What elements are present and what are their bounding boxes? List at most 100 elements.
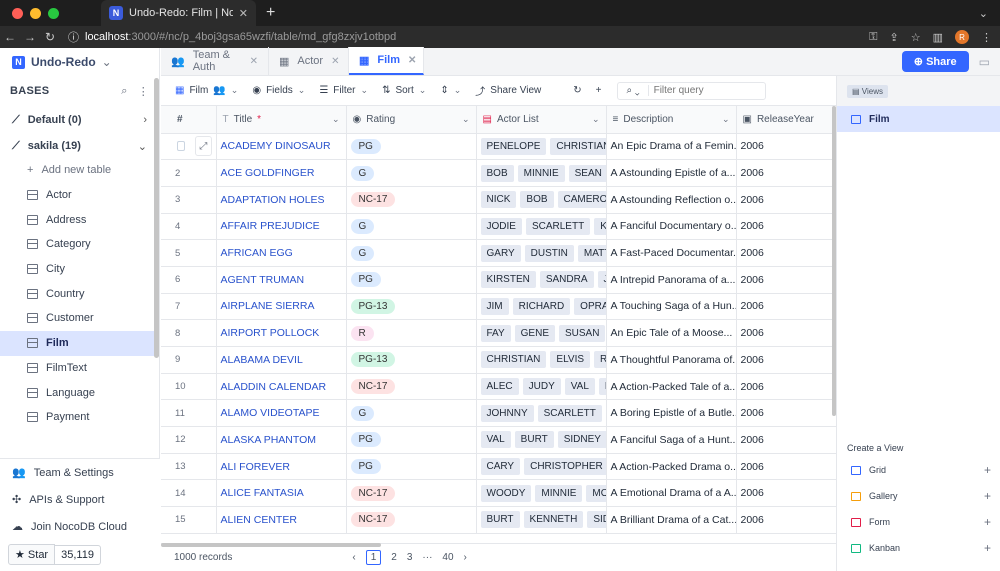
close-tab-icon[interactable]: ✕ [238, 7, 248, 20]
actor-chip[interactable]: GENE [514, 324, 555, 342]
actor-chip[interactable]: RIP [594, 351, 605, 369]
release-year-cell[interactable]: 2006 [736, 133, 836, 161]
title-cell[interactable]: ALASKA PHANTOM [216, 426, 347, 454]
actor-chip[interactable]: ELVIS [550, 351, 591, 369]
row-checkbox[interactable] [177, 141, 186, 152]
title-cell[interactable]: ACADEMY DINOSAUR [216, 133, 347, 161]
sidebar-item-country[interactable]: Country [0, 281, 159, 306]
new-tab-icon[interactable]: + [266, 4, 276, 21]
actor-chip[interactable]: CHRISTIAN [480, 351, 547, 369]
actor-chip[interactable]: SIDNEY [557, 431, 605, 449]
plus-icon[interactable]: + [983, 463, 991, 477]
actor-chip[interactable]: SCARLETT [525, 217, 591, 235]
actor-chip[interactable]: NICK [480, 191, 517, 209]
actor-chip[interactable]: DUSTIN [524, 244, 574, 262]
title-cell[interactable]: AIRPORT POLLOCK [216, 319, 347, 347]
rating-cell[interactable]: G [346, 399, 477, 428]
title-cell[interactable]: ALICE FANTASIA [216, 479, 347, 508]
actor-chip[interactable]: CHRISTOPHER [524, 458, 605, 476]
expand-row-icon[interactable]: ⤢ [195, 136, 212, 157]
actor-chip[interactable]: JAY [597, 271, 605, 289]
release-year-cell[interactable]: 2006 [736, 399, 836, 428]
team-settings-link[interactable]: 👥 Team & Settings [0, 459, 160, 486]
rating-cell[interactable]: NC-17 [346, 479, 477, 508]
actor-list-cell[interactable]: BURTKENNETHSIDN [476, 506, 607, 534]
title-cell[interactable]: ALIEN CENTER [216, 506, 347, 534]
row-height-button[interactable]: ⇕ ⌄ [440, 85, 461, 96]
page-40[interactable]: 40 [442, 552, 454, 563]
rating-cell[interactable]: PG-13 [346, 346, 477, 374]
chevron-down-icon[interactable]: ⌄ [461, 113, 470, 124]
actor-chip[interactable]: OPRAH [574, 297, 605, 315]
actor-list-cell[interactable]: GARYDUSTINMATTH [476, 239, 607, 267]
rating-cell[interactable]: PG [346, 453, 477, 481]
browser-tab[interactable]: N Undo-Redo: Film | NocoDB ✕ [101, 0, 256, 26]
rating-cell[interactable]: PG-13 [346, 293, 477, 321]
rating-cell[interactable]: R [346, 319, 477, 347]
column-header-actor-list[interactable]: ▤ Actor List ⌄ [476, 106, 607, 134]
description-cell[interactable]: A Fanciful Documentary o... [606, 213, 737, 241]
actor-chip[interactable]: SEAN [568, 164, 605, 182]
fields-button[interactable]: ◉ Fields ⌄ [252, 85, 305, 96]
tab-team-auth[interactable]: 👥 Team & Auth ✕ [161, 47, 269, 75]
actor-chip[interactable]: JUDY [522, 378, 561, 396]
release-year-cell[interactable]: 2006 [736, 506, 836, 534]
sidebar-item-customer[interactable]: Customer [0, 306, 159, 331]
release-year-cell[interactable]: 2006 [736, 426, 836, 454]
actor-chip[interactable]: PENELOPE [480, 137, 547, 155]
rating-cell[interactable]: G [346, 159, 477, 187]
profile-avatar[interactable]: R [955, 30, 969, 44]
release-year-cell[interactable]: 2006 [736, 186, 836, 214]
rating-cell[interactable]: PG [346, 133, 477, 161]
actor-chip[interactable]: BURT [480, 511, 520, 529]
title-cell[interactable]: ALAMO VIDEOTAPE [216, 399, 347, 428]
actor-chip[interactable]: MATTH [577, 244, 605, 262]
sidebar-item-actor[interactable]: Actor [0, 183, 159, 208]
maximize-window-button[interactable] [48, 7, 59, 19]
close-icon[interactable]: ✕ [331, 55, 340, 67]
actor-list-cell[interactable]: KIRSTENSANDRAJAY [476, 266, 607, 294]
toggle-panel-icon[interactable]: ▭ [978, 54, 990, 69]
plus-icon[interactable]: + [983, 489, 991, 503]
release-year-cell[interactable]: 2006 [736, 479, 836, 508]
next-page-icon[interactable]: › [463, 552, 467, 563]
actor-chip[interactable]: MORG [586, 484, 605, 502]
join-cloud-link[interactable]: ☁ Join NocoDB Cloud [0, 513, 160, 540]
page-1[interactable]: 1 [365, 550, 382, 565]
chevron-down-icon[interactable]: ⌄ [721, 113, 730, 124]
rating-cell[interactable]: NC-17 [346, 506, 477, 534]
views-tab[interactable]: ▤ Views [847, 84, 888, 98]
actor-chip[interactable]: CARY [480, 458, 521, 476]
actor-chip[interactable]: SANDRA [539, 271, 594, 289]
column-header-title[interactable]: T Title * ⌄ [216, 106, 347, 134]
site-info-icon[interactable]: ⓘ [68, 32, 79, 44]
actor-chip[interactable]: KEN [594, 217, 605, 235]
chevron-down-icon[interactable]: ⌄ [591, 113, 600, 124]
release-year-cell[interactable]: 2006 [736, 319, 836, 347]
actor-chip[interactable]: SCARLETT [537, 404, 602, 422]
filter-button[interactable]: ☰ Filter ⌄ [319, 85, 368, 96]
reload-icon[interactable]: ↻ [573, 85, 582, 96]
project-header[interactable]: N Undo-Redo ⌄ [0, 48, 159, 76]
minimize-window-button[interactable] [30, 7, 41, 19]
actor-chip[interactable]: RICHARD [512, 297, 571, 315]
sidebar-item-city[interactable]: City [0, 257, 159, 282]
actor-chip[interactable]: WOODY [480, 484, 532, 502]
more-options-icon[interactable]: ⋮ [137, 85, 149, 98]
actor-list-cell[interactable]: ALECJUDYVALRA [476, 373, 607, 401]
apis-support-link[interactable]: ✣ APIs & Support [0, 486, 160, 513]
chevron-down-icon[interactable]: ⌄ [331, 113, 340, 124]
title-cell[interactable]: ADAPTATION HOLES [216, 186, 347, 214]
actor-chip[interactable]: ALEC [480, 378, 519, 396]
rating-cell[interactable]: PG [346, 426, 477, 454]
rating-cell[interactable]: NC-17 [346, 186, 477, 214]
description-cell[interactable]: A Astounding Reflection o... [606, 186, 737, 214]
